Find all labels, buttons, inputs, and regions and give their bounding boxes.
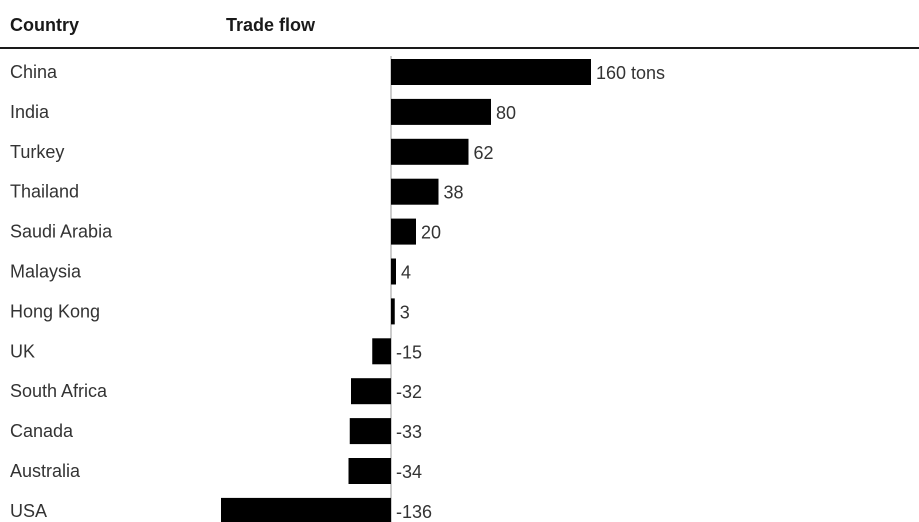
value-label: 4 xyxy=(401,263,411,283)
trade-flow-bar xyxy=(348,458,391,484)
value-label: 3 xyxy=(400,302,410,322)
trade-flow-column-header: Trade flow xyxy=(226,15,316,35)
country-column-header: Country xyxy=(10,15,79,35)
trade-flow-bar xyxy=(351,378,391,405)
value-label: 80 xyxy=(496,103,516,123)
trade-flow-bar xyxy=(391,218,416,245)
trade-flow-bar xyxy=(349,418,391,445)
country-label: Canada xyxy=(10,421,74,441)
country-label: UK xyxy=(10,341,35,361)
trade-flow-bar xyxy=(391,178,439,205)
value-label: 38 xyxy=(444,183,464,203)
trade-flow-bar xyxy=(221,497,391,522)
country-label: Hong Kong xyxy=(10,301,100,321)
country-label: China xyxy=(10,62,58,82)
value-label: 20 xyxy=(421,223,441,243)
value-label: -136 xyxy=(396,502,432,522)
value-label: -15 xyxy=(396,342,422,362)
value-label: -34 xyxy=(396,462,422,482)
country-label: India xyxy=(10,102,50,122)
country-label: Turkey xyxy=(10,142,64,162)
value-label: 62 xyxy=(474,143,494,163)
trade-flow-bar xyxy=(372,338,391,365)
trade-flow-bar xyxy=(391,258,396,285)
value-label: -33 xyxy=(396,422,422,442)
country-label: Saudi Arabia xyxy=(10,222,113,242)
trade-flow-bar xyxy=(391,98,491,125)
country-label: Malaysia xyxy=(10,262,82,282)
trade-flow-bar xyxy=(391,138,469,165)
value-label: 160 tons xyxy=(596,63,665,83)
country-label: Australia xyxy=(10,461,81,481)
trade-flow-bar xyxy=(391,59,591,85)
country-label: USA xyxy=(10,501,47,521)
country-label: South Africa xyxy=(10,381,108,401)
header-divider xyxy=(0,47,919,49)
trade-flow-bar xyxy=(391,298,395,325)
value-label: -32 xyxy=(396,382,422,402)
country-label: Thailand xyxy=(10,182,79,202)
